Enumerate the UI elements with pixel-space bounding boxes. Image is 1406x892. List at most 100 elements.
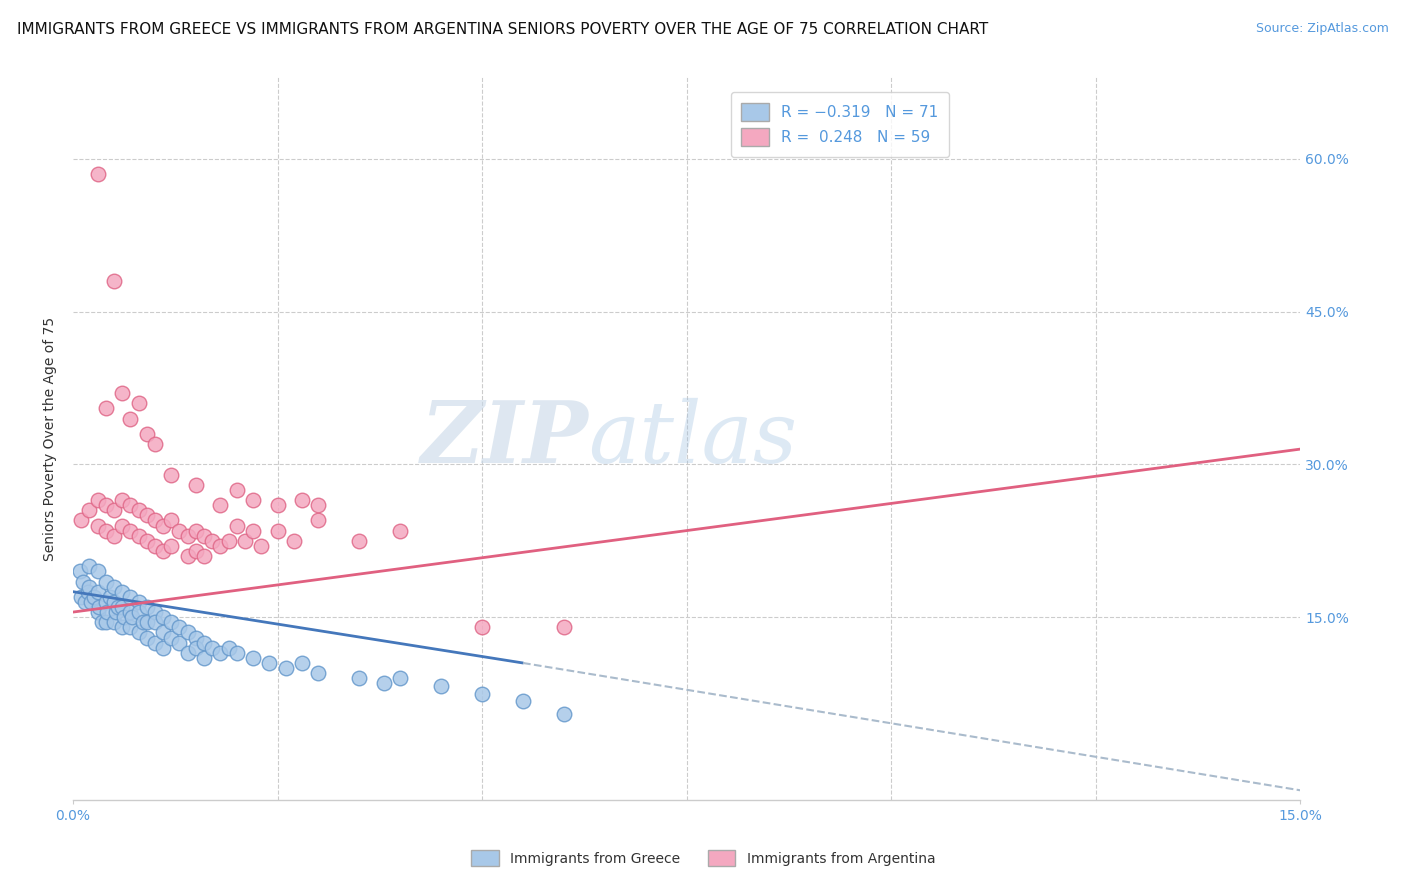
Point [169,524,191,538]
Point [86,518,108,533]
Point [79,559,101,574]
Point [553,706,575,721]
Point [112,610,135,624]
Point [76,584,98,599]
Point [160,539,183,553]
Point [83,590,105,604]
Point [96,605,118,619]
Point [274,661,297,675]
Point [120,605,142,619]
Point [128,625,150,640]
Point [184,477,207,491]
Point [107,599,129,614]
Point [103,274,125,288]
Point [512,693,534,707]
Point [193,549,215,563]
Point [349,533,371,548]
Point [103,615,125,630]
Point [94,595,117,609]
Point [135,426,157,441]
Point [128,503,150,517]
Point [250,539,273,553]
Point [389,524,412,538]
Point [430,680,453,694]
Point [86,605,108,619]
Point [152,640,174,655]
Point [103,595,125,609]
Point [152,544,174,558]
Point [121,610,143,624]
Point [553,620,575,634]
Point [242,651,264,665]
Point [389,671,412,685]
Point [111,584,134,599]
Point [86,584,108,599]
Text: ZIP: ZIP [420,397,589,481]
Point [160,615,183,630]
Point [94,615,117,630]
Point [70,513,93,527]
Point [103,580,125,594]
Point [143,605,166,619]
Point [308,666,330,681]
Point [128,595,150,609]
Point [111,386,134,401]
Point [104,605,127,619]
Point [169,635,191,649]
Point [143,513,166,527]
Point [218,533,240,548]
Point [184,524,207,538]
Point [266,498,288,512]
Point [94,574,117,589]
Text: atlas: atlas [589,398,797,480]
Point [94,498,117,512]
Point [160,631,183,645]
Point [209,539,232,553]
Point [218,640,240,655]
Point [103,503,125,517]
Point [471,686,494,700]
Point [111,493,134,508]
Point [193,651,215,665]
Point [201,533,224,548]
Point [349,671,371,685]
Point [184,544,207,558]
Point [94,524,117,538]
Point [70,590,93,604]
Point [135,631,157,645]
Point [111,599,134,614]
Point [242,524,264,538]
Point [120,524,142,538]
Point [193,635,215,649]
Point [128,605,150,619]
Point [143,615,166,630]
Point [90,615,112,630]
Point [176,549,198,563]
Point [201,640,224,655]
Point [266,524,288,538]
Point [160,513,183,527]
Legend: Immigrants from Greece, Immigrants from Argentina: Immigrants from Greece, Immigrants from … [465,845,941,871]
Point [75,595,97,609]
Point [152,518,174,533]
Point [89,599,111,614]
Point [209,498,232,512]
Point [80,595,103,609]
Point [128,396,150,410]
Point [259,656,281,670]
Point [86,493,108,508]
Point [176,529,198,543]
Point [72,574,94,589]
Text: Source: ZipAtlas.com: Source: ZipAtlas.com [1256,22,1389,36]
Point [103,529,125,543]
Point [135,508,157,523]
Point [225,646,247,660]
Point [193,529,215,543]
Point [184,631,207,645]
Point [308,498,330,512]
Point [169,620,191,634]
Y-axis label: Seniors Poverty Over the Age of 75: Seniors Poverty Over the Age of 75 [44,317,58,561]
Point [135,615,157,630]
Point [120,411,142,425]
Point [120,620,142,634]
